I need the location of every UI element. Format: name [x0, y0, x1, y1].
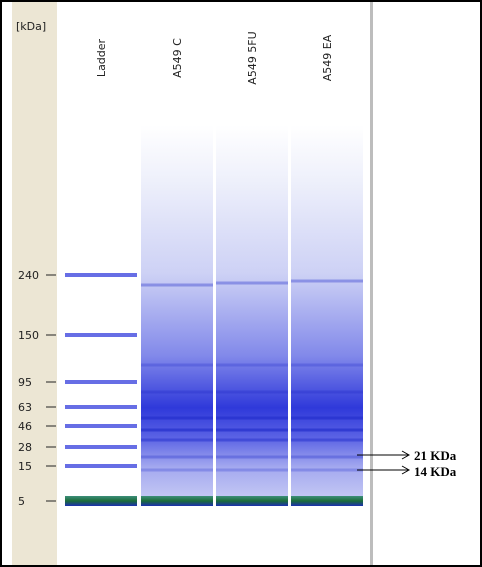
marker-label: 95: [18, 376, 32, 389]
sample-band: [141, 416, 213, 420]
marker-label: 240: [18, 269, 39, 282]
lane-label: A549 EA: [321, 34, 334, 81]
divider: [370, 2, 373, 565]
sample-lane: [291, 125, 363, 497]
sample-band: [291, 279, 363, 283]
unit-label: [kDa]: [16, 20, 46, 33]
ladder-band: [65, 424, 137, 428]
dye-front: [65, 496, 137, 506]
lane-label: Ladder: [95, 38, 108, 77]
sample-band: [141, 283, 213, 287]
sample-band: [141, 428, 213, 432]
sample-band: [216, 416, 288, 420]
sample-lane: [141, 125, 213, 497]
lane-label: A549 C: [171, 38, 184, 78]
arrow-head: [401, 450, 411, 460]
marker-label: 46: [18, 420, 32, 433]
sample-band: [141, 438, 213, 442]
sample-band: [216, 438, 288, 442]
arrow-head: [401, 465, 411, 475]
sample-band: [291, 468, 363, 472]
annotation: 14 KDa: [414, 464, 457, 479]
dye-front: [141, 496, 213, 506]
lanes: [65, 125, 363, 506]
sample-band: [291, 363, 363, 367]
dye-front: [291, 496, 363, 506]
ladder-band: [65, 464, 137, 468]
marker-label: 150: [18, 329, 39, 342]
lane-label: A549 5FU: [246, 31, 259, 84]
ladder-band: [65, 405, 137, 409]
sample-band: [216, 363, 288, 367]
annotation: 21 KDa: [414, 448, 457, 463]
sample-band: [291, 428, 363, 432]
labels: Ladder A549 C A549 5FU A549 EA 240 150 95 63 46 2…: [18, 31, 334, 508]
dye-front: [216, 496, 288, 506]
sample-band: [291, 390, 363, 394]
sample-band: [216, 281, 288, 285]
sample-band: [291, 455, 363, 459]
sample-band: [291, 416, 363, 420]
marker-label: 28: [18, 441, 32, 454]
axis-strip: [12, 2, 57, 565]
sample-band: [291, 438, 363, 442]
sample-band: [216, 428, 288, 432]
marker-label: 63: [18, 401, 32, 414]
ladder-band: [65, 445, 137, 449]
sample-band: [216, 455, 288, 459]
sample-band: [141, 455, 213, 459]
ladder-band: [65, 273, 137, 277]
ladder-band: [65, 380, 137, 384]
sample-band: [141, 468, 213, 472]
marker-label: 15: [18, 460, 32, 473]
sample-band: [216, 468, 288, 472]
sample-band: [141, 390, 213, 394]
sample-lane: [216, 125, 288, 497]
ladder-band: [65, 333, 137, 337]
marker-label: 5: [18, 495, 25, 508]
sample-band: [141, 363, 213, 367]
sample-band: [216, 390, 288, 394]
